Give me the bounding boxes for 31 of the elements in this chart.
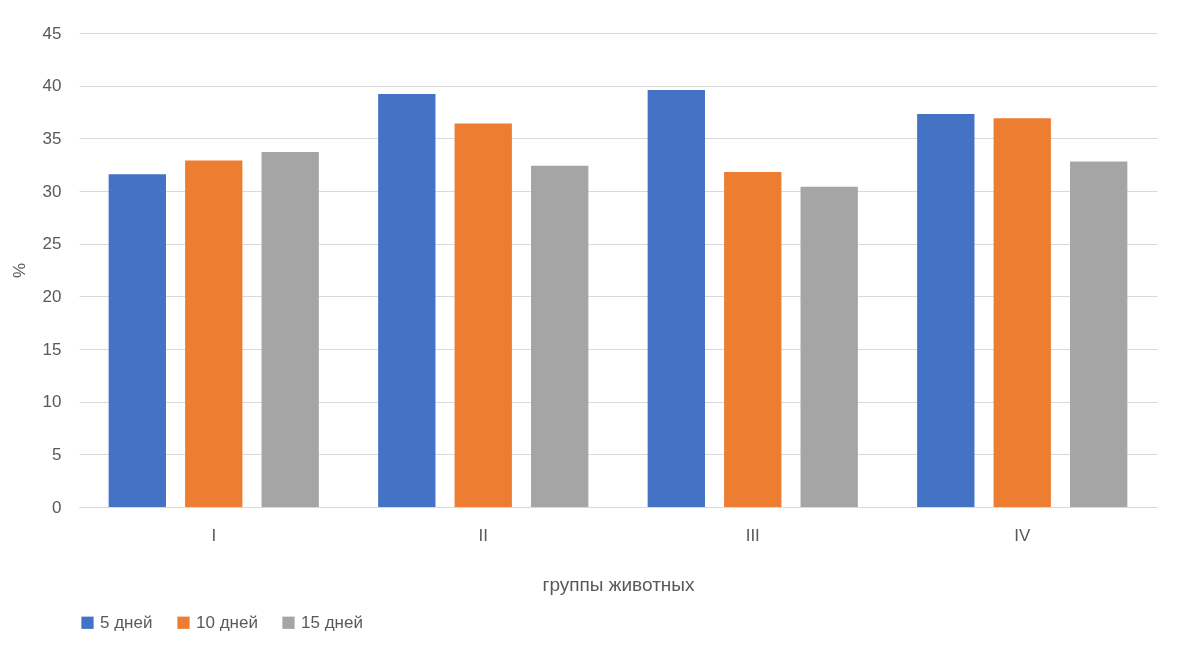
x-axis-title: группы животных bbox=[542, 573, 695, 595]
y-axis-title: % bbox=[9, 262, 29, 279]
y-tick-label: 35 bbox=[42, 128, 62, 148]
bar bbox=[993, 118, 1051, 507]
bar bbox=[454, 123, 512, 507]
bar bbox=[261, 152, 319, 507]
bar bbox=[108, 174, 166, 507]
bar bbox=[724, 172, 782, 507]
x-tick-label: III bbox=[745, 525, 760, 545]
x-tick-label: II bbox=[478, 525, 488, 545]
y-tick-label: 25 bbox=[42, 234, 62, 254]
x-tick-label: I bbox=[211, 525, 217, 545]
bar bbox=[917, 114, 975, 507]
legend-label: 10 дней bbox=[196, 612, 258, 632]
bar bbox=[378, 94, 436, 507]
y-tick-label: 15 bbox=[42, 339, 62, 359]
y-tick-label: 10 bbox=[42, 392, 62, 412]
x-tick-label: IV bbox=[1014, 525, 1031, 545]
y-tick-label: 5 bbox=[52, 444, 62, 464]
y-tick-label: 30 bbox=[42, 181, 62, 201]
bar bbox=[185, 160, 243, 507]
bar bbox=[531, 165, 589, 507]
y-tick-label: 0 bbox=[52, 497, 62, 517]
legend-label: 5 дней bbox=[100, 612, 153, 632]
y-tick-label: 45 bbox=[42, 23, 62, 43]
bar bbox=[647, 89, 705, 507]
bar bbox=[1070, 161, 1128, 507]
bar bbox=[800, 186, 858, 507]
y-tick-label: 20 bbox=[42, 286, 62, 306]
y-tick-label: 40 bbox=[42, 76, 62, 96]
legend-label: 15 дней bbox=[301, 612, 363, 632]
